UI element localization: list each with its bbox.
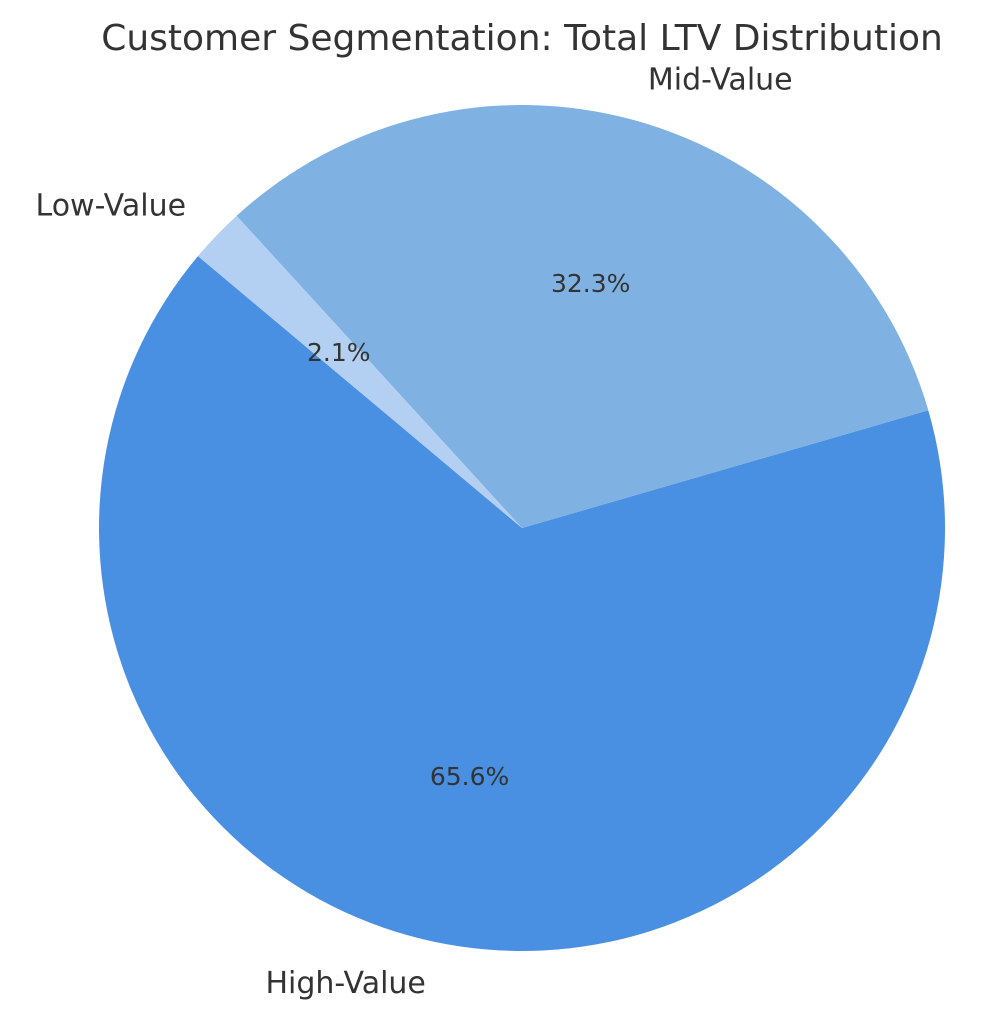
slice-label: Low-Value [36, 189, 187, 224]
slice-percentage-label: 2.1% [307, 338, 371, 367]
chart-title: Customer Segmentation: Total LTV Distrib… [101, 18, 943, 59]
pie-slice-high-value [98, 256, 946, 952]
slice-percentage-label: 65.6% [430, 762, 509, 791]
pie-slice-mid-value [236, 105, 929, 529]
pie-slice-low-value [197, 215, 522, 529]
pie-labels: High-Value 65.6% Mid-Value 32.3% Low-Value 2.… [36, 63, 793, 1001]
pie-slices [98, 105, 946, 952]
slice-percentage-label: 32.3% [551, 269, 630, 298]
slice-label: High-Value [265, 966, 425, 1001]
slice-label: Mid-Value [648, 63, 793, 98]
